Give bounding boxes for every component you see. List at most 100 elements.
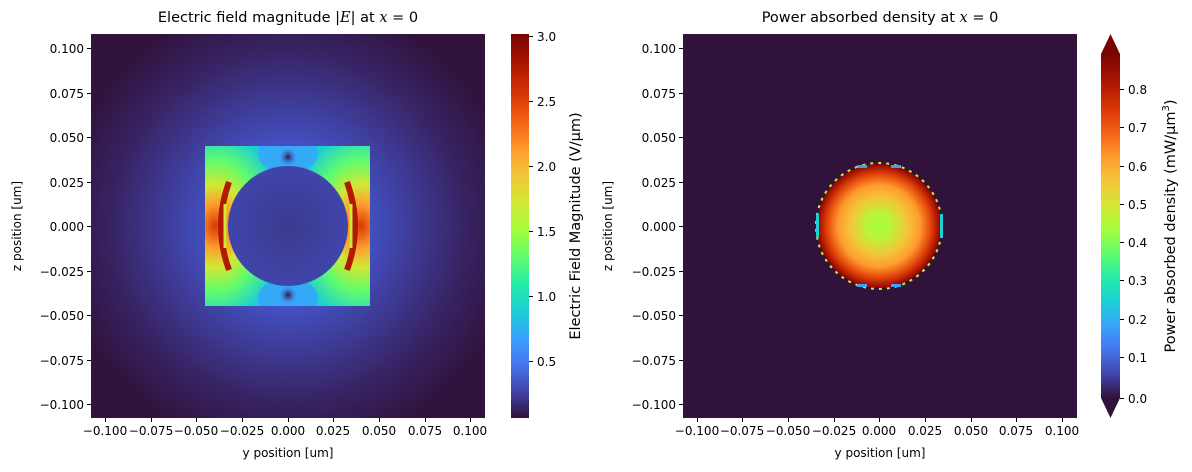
- ytick-mark: [87, 182, 91, 183]
- xtick-label: −0.050: [173, 424, 219, 438]
- cbar-tick-label: 0.1: [1128, 351, 1148, 365]
- cbar-tick-label: 0.5: [1128, 198, 1148, 212]
- x-axis-label: y position [um]: [242, 446, 334, 460]
- xtick-mark: [697, 418, 698, 422]
- ytick-label: 0.025: [641, 176, 676, 190]
- xtick-label: 0.050: [953, 424, 989, 438]
- title-text: | at: [350, 10, 380, 26]
- right-heatmap: [683, 34, 1077, 418]
- xtick-label: −0.050: [765, 424, 811, 438]
- cbar-tick-mark: [1120, 357, 1124, 358]
- right-plot-title: Power absorbed density at x = 0: [762, 10, 999, 26]
- xtick-label: 0.075: [998, 424, 1034, 438]
- ytick-label: 0.000: [49, 220, 84, 234]
- cbar-tick-mark: [1120, 204, 1124, 205]
- xtick-label: −0.100: [82, 424, 128, 438]
- y-axis-label: z position [um]: [601, 180, 615, 272]
- xtick-mark: [105, 418, 106, 422]
- cbar-tick-mark: [1120, 319, 1124, 320]
- title-var: E: [340, 10, 351, 26]
- cbar-tick-mark: [1120, 166, 1124, 167]
- cbar-tick-label: 0.6: [1128, 160, 1148, 174]
- x-axis-label: y position [um]: [834, 446, 926, 460]
- cbar-tick-label: 0.8: [1128, 83, 1148, 97]
- cbar-tick-mark: [1120, 280, 1124, 281]
- ytick-mark: [87, 48, 91, 49]
- cbar-label-text: Power absorbed density (mW/μm: [1162, 111, 1179, 353]
- ytick-label: −0.050: [631, 309, 676, 323]
- left-plot-title: Electric field magnitude |E| at x = 0: [158, 10, 418, 26]
- xtick-mark: [196, 418, 197, 422]
- ytick-mark: [679, 93, 683, 94]
- cbar-tick-label: 3.0: [537, 30, 557, 44]
- ytick-label: −0.050: [39, 309, 84, 323]
- left-heatmap: [91, 34, 485, 418]
- xtick-label: 0.100: [1044, 424, 1080, 438]
- cbar-tick-label: 1.5: [537, 225, 557, 239]
- cbar-tick-label: 2.5: [537, 95, 557, 109]
- ytick-label: 0.075: [49, 87, 84, 101]
- ytick-label: −0.100: [631, 398, 676, 412]
- xtick-mark: [879, 418, 880, 422]
- cbar-tick-mark: [529, 36, 533, 37]
- cbar-tick-label: 1.0: [537, 290, 557, 304]
- cbar-tick-label: 0.4: [1128, 236, 1148, 250]
- xtick-mark: [379, 418, 380, 422]
- cbar-label-text: ): [1162, 99, 1179, 106]
- ytick-mark: [679, 226, 683, 227]
- xtick-mark: [971, 418, 972, 422]
- xtick-label: 0.100: [452, 424, 488, 438]
- title-text: Power absorbed density at: [761, 10, 960, 26]
- ytick-mark: [679, 182, 683, 183]
- xtick-label: −0.025: [811, 424, 857, 438]
- cbar-tick-label: 0.0: [1128, 392, 1148, 406]
- ytick-mark: [679, 404, 683, 405]
- cbar-tick-mark: [529, 101, 533, 102]
- xtick-mark: [834, 418, 835, 422]
- ytick-mark: [87, 271, 91, 272]
- ytick-mark: [87, 226, 91, 227]
- ytick-label: −0.075: [631, 354, 676, 368]
- cbar-tick-label: 0.3: [1128, 274, 1148, 288]
- left-axes-frame: [91, 34, 485, 418]
- ytick-label: 0.050: [641, 131, 676, 145]
- ytick-mark: [87, 404, 91, 405]
- xtick-mark: [788, 418, 789, 422]
- xtick-mark: [1062, 418, 1063, 422]
- cbar-tick-label: 0.2: [1128, 313, 1148, 327]
- cbar-tick-mark: [1120, 127, 1124, 128]
- ytick-mark: [87, 93, 91, 94]
- y-axis-label: z position [um]: [10, 180, 24, 272]
- xtick-label: 0.075: [407, 424, 443, 438]
- xtick-label: −0.075: [128, 424, 174, 438]
- cbar-tick-label: 0.5: [537, 355, 557, 369]
- title-var: x: [379, 10, 388, 26]
- xtick-mark: [242, 418, 243, 422]
- ytick-mark: [87, 315, 91, 316]
- xtick-mark: [425, 418, 426, 422]
- xtick-mark: [151, 418, 152, 422]
- ytick-mark: [679, 360, 683, 361]
- xtick-label: 0.025: [315, 424, 351, 438]
- xtick-label: −0.025: [219, 424, 265, 438]
- title-text: = 0: [967, 10, 999, 26]
- cbar-label-sup: 3: [1161, 105, 1173, 112]
- cbar-tick-label: 0.7: [1128, 121, 1148, 135]
- ytick-label: −0.025: [39, 265, 84, 279]
- xtick-label: −0.075: [719, 424, 765, 438]
- xtick-mark: [288, 418, 289, 422]
- cbar-tick-mark: [529, 361, 533, 362]
- ytick-label: 0.100: [641, 42, 676, 56]
- xtick-label: 0.000: [270, 424, 306, 438]
- xtick-mark: [333, 418, 334, 422]
- ytick-mark: [679, 271, 683, 272]
- xtick-label: 0.000: [861, 424, 897, 438]
- ytick-label: 0.000: [641, 220, 676, 234]
- ytick-label: −0.075: [39, 354, 84, 368]
- ytick-label: 0.050: [49, 131, 84, 145]
- ytick-mark: [679, 48, 683, 49]
- xtick-mark: [1016, 418, 1017, 422]
- left-colorbar: [511, 34, 529, 418]
- colorbar-label: Electric Field Magnitude (V/μm): [568, 112, 584, 340]
- xtick-label: −0.100: [674, 424, 720, 438]
